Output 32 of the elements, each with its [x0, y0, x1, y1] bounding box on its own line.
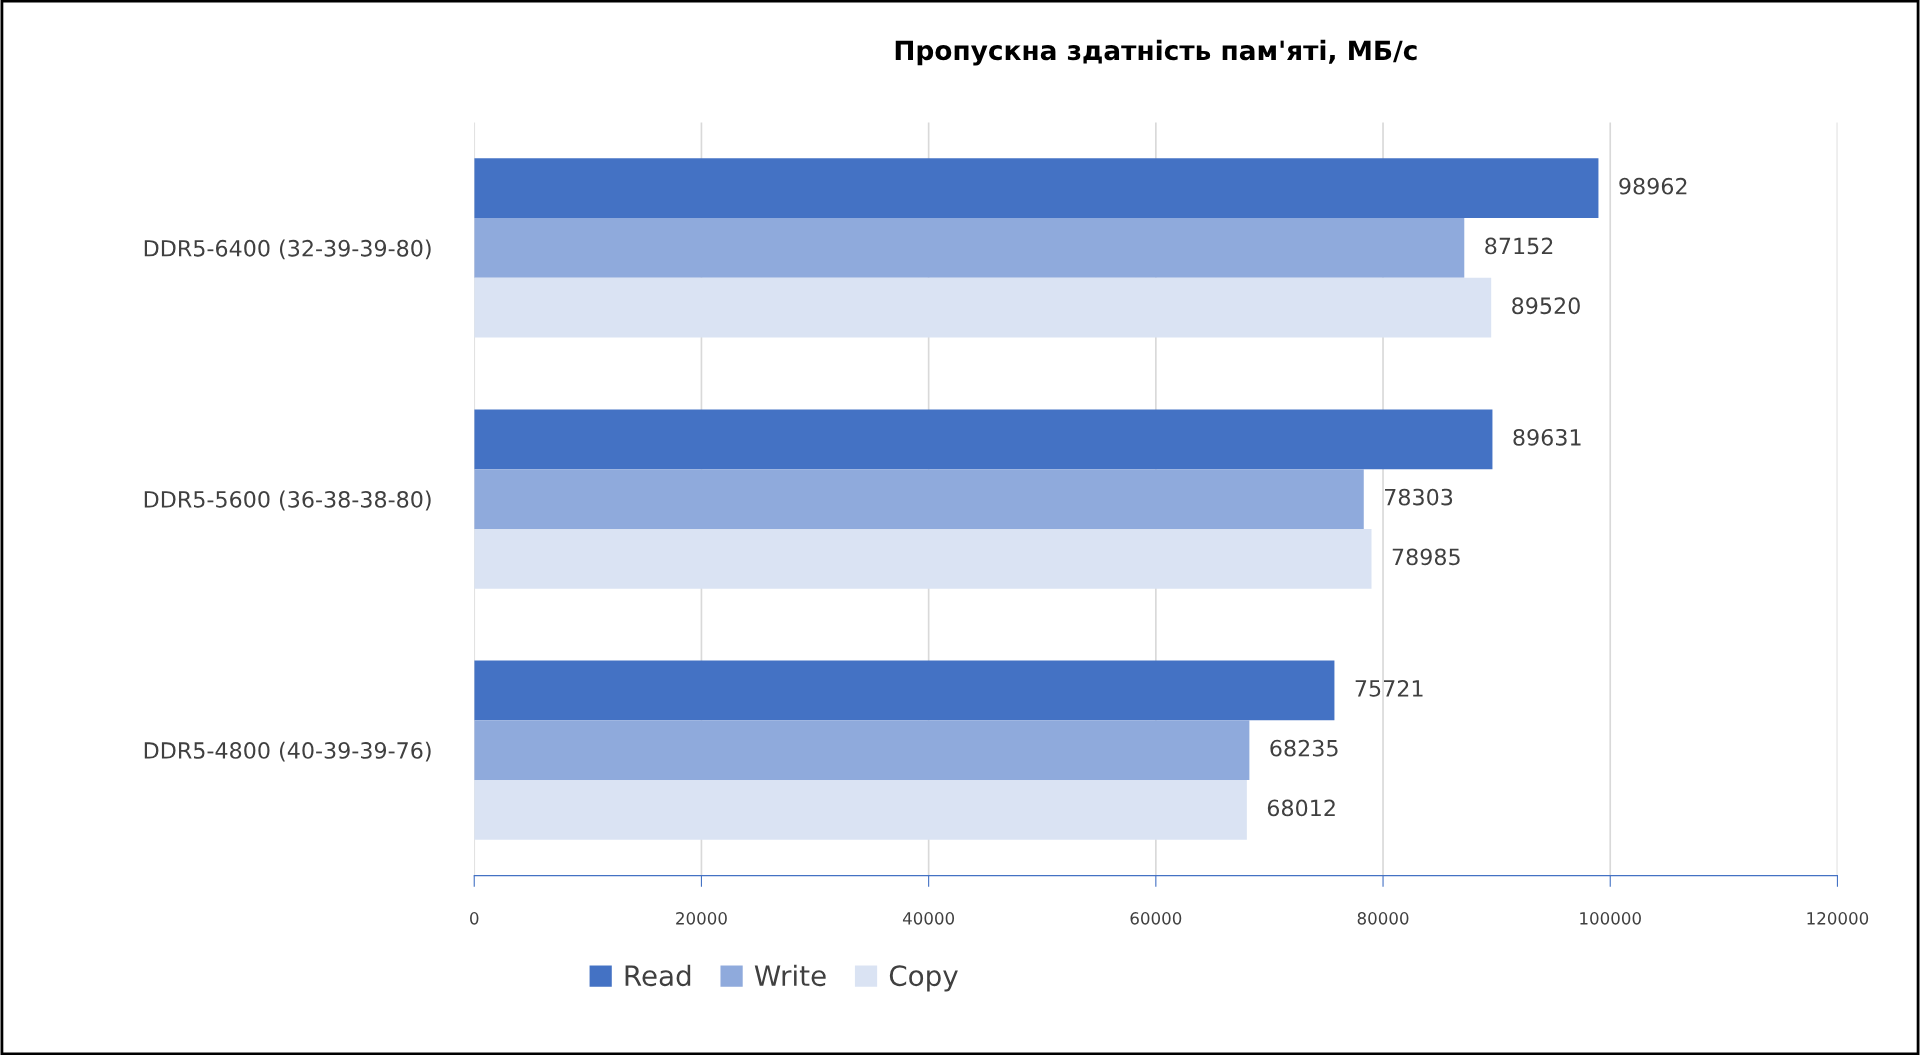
data-label: 68012 — [1267, 799, 1335, 817]
data-label: 87152 — [1485, 237, 1553, 255]
bar — [474, 660, 1335, 721]
bar — [474, 779, 1247, 840]
data-label: 78985 — [1392, 548, 1460, 566]
x-tick-label: 20000 — [676, 912, 727, 925]
y-tick-label: DDR5-5600 (36-38-38-80) — [144, 490, 431, 511]
x-tick-label: 80000 — [1357, 912, 1409, 925]
bar — [474, 528, 1372, 589]
bar — [474, 218, 1465, 278]
data-label: 89520 — [1512, 297, 1580, 315]
bar — [474, 469, 1364, 529]
x-tick-label: 0 — [470, 912, 479, 925]
bar — [474, 277, 1492, 338]
x-tick-label: 100000 — [1580, 912, 1641, 925]
x-tick-label: 40000 — [902, 912, 955, 925]
data-label: 75721 — [1355, 679, 1423, 697]
bar — [474, 409, 1493, 470]
bar — [474, 720, 1250, 780]
y-tick-label: DDR5-4800 (40-39-39-76) — [144, 741, 431, 762]
legend-label: Copy — [889, 965, 958, 992]
chart-title: Пропускна здатність пам'яті, МБ/с — [895, 39, 1417, 66]
y-tick-label: DDR5-6400 (32-39-39-80) — [144, 239, 431, 260]
x-tick-label: 60000 — [1130, 912, 1182, 925]
data-label: 98962 — [1619, 177, 1687, 195]
data-label: 78303 — [1385, 488, 1453, 506]
legend-label: Read — [625, 964, 691, 987]
legend-label: Write — [754, 964, 826, 987]
bar — [474, 158, 1599, 219]
data-label: 89631 — [1513, 428, 1581, 446]
data-label: 68235 — [1270, 739, 1338, 757]
x-tick-label: 120000 — [1807, 912, 1869, 925]
